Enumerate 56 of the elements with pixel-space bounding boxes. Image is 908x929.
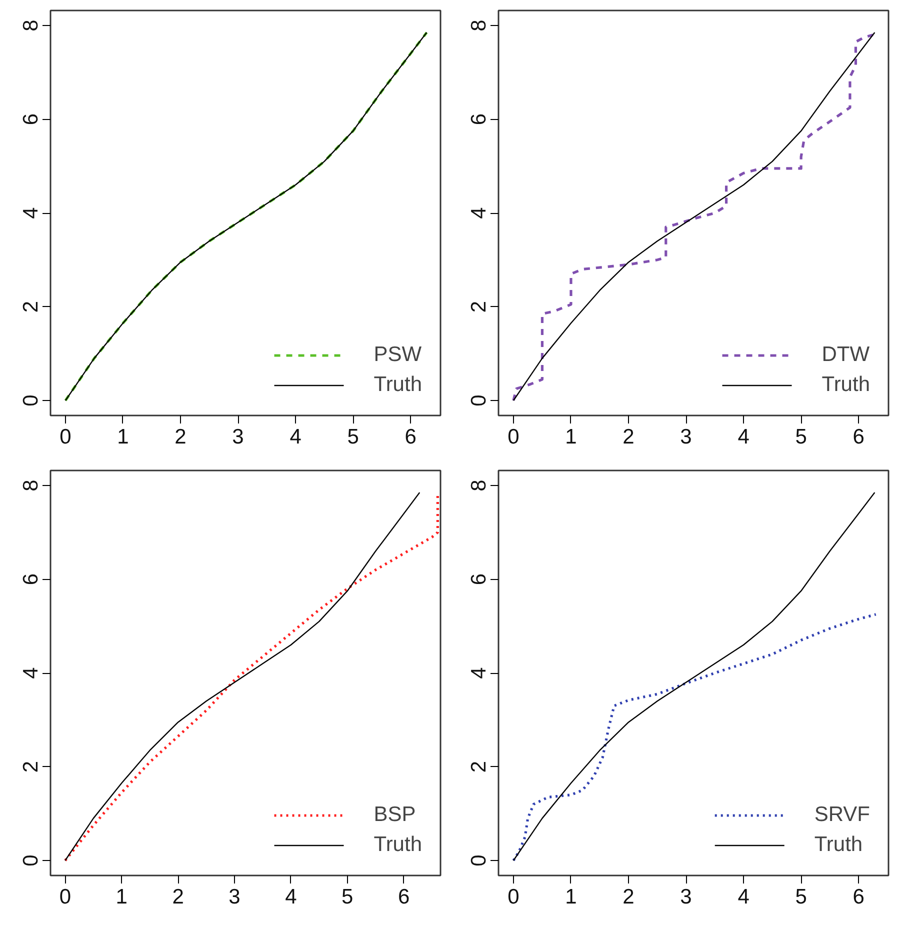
x-tick-label: 1 xyxy=(565,886,577,908)
y-tick-label: 8 xyxy=(468,480,490,492)
x-tick-label: 0 xyxy=(508,886,520,908)
y-tick-label: 4 xyxy=(468,666,490,679)
y-tick-label: 0 xyxy=(20,854,42,866)
legend-label: Truth xyxy=(374,373,422,397)
x-tick-label: 3 xyxy=(680,426,692,448)
y-tick-label: 8 xyxy=(468,20,490,32)
y-tick-label: 2 xyxy=(20,300,42,313)
y-tick-label: 2 xyxy=(468,300,490,313)
x-tick-label: 1 xyxy=(116,886,128,908)
y-tick-label: 6 xyxy=(468,573,490,586)
x-tick-label: 2 xyxy=(172,886,184,908)
x-tick-label: 5 xyxy=(795,886,807,908)
x-tick-label: 3 xyxy=(680,886,692,908)
y-tick-label: 4 xyxy=(20,666,42,679)
legend-label: Truth xyxy=(822,373,870,397)
x-tick-label: 6 xyxy=(852,426,864,448)
x-tick-label: 3 xyxy=(228,886,240,908)
y-tick-label: 8 xyxy=(20,20,42,32)
x-tick-label: 4 xyxy=(738,426,750,448)
x-tick-label: 0 xyxy=(60,426,72,448)
x-tick-label: 5 xyxy=(347,426,359,448)
x-tick-label: 2 xyxy=(174,426,186,448)
y-tick-label: 6 xyxy=(20,113,42,126)
x-tick-label: 6 xyxy=(852,886,864,908)
y-tick-label: 0 xyxy=(468,854,490,866)
x-tick-label: 0 xyxy=(508,426,520,448)
y-tick-label: 0 xyxy=(20,394,42,406)
x-tick-label: 5 xyxy=(795,426,807,448)
x-tick-label: 5 xyxy=(342,886,354,908)
y-tick-label: 2 xyxy=(20,760,42,773)
y-tick-label: 4 xyxy=(468,206,490,219)
x-tick-label: 6 xyxy=(404,426,416,448)
x-tick-label: 2 xyxy=(622,426,634,448)
y-tick-label: 6 xyxy=(468,113,490,126)
legend-label: Truth xyxy=(814,833,863,857)
x-tick-label: 6 xyxy=(398,886,410,908)
x-tick-label: 4 xyxy=(285,886,298,908)
legend-label: PSW xyxy=(374,343,422,367)
y-tick-label: 0 xyxy=(468,394,490,406)
x-tick-label: 1 xyxy=(117,426,129,448)
x-tick-label: 1 xyxy=(565,426,577,448)
y-tick-label: 8 xyxy=(20,480,42,492)
x-tick-label: 4 xyxy=(738,886,750,908)
y-tick-label: 6 xyxy=(20,573,42,586)
x-tick-label: 0 xyxy=(59,886,72,908)
x-tick-label: 4 xyxy=(290,426,302,448)
legend-label: DTW xyxy=(822,343,870,367)
x-tick-label: 3 xyxy=(232,426,244,448)
x-tick-label: 2 xyxy=(622,886,634,908)
legend-label: Truth xyxy=(374,833,422,857)
y-tick-label: 2 xyxy=(468,760,490,773)
y-tick-label: 4 xyxy=(20,206,42,219)
legend-label: BSP xyxy=(374,803,416,827)
legend-label: SRVF xyxy=(814,803,870,827)
